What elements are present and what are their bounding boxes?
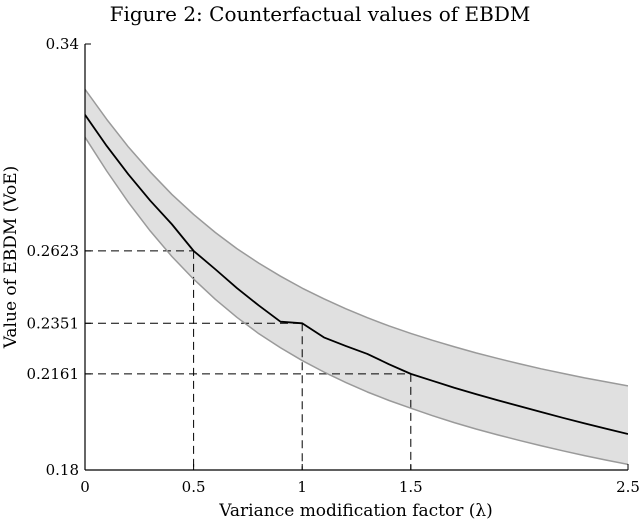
y-tick-label: 0.2161	[27, 365, 80, 383]
y-axis-label: Value of EBDM (VoE)	[1, 166, 21, 350]
estimate-line	[85, 114, 628, 435]
y-tick-label: 0.2351	[27, 314, 80, 332]
y-tick-label: 0.2623	[27, 242, 80, 260]
x-tick-label: 0.5	[182, 478, 206, 496]
axes	[84, 43, 629, 471]
x-tick-label: 2.5	[616, 478, 640, 496]
tick-labels: 0 0.5 1 1.5 2.5 0.18 0.2161 0.2351 0.2623 0.34	[27, 35, 640, 496]
y-tick-label: 0.34	[46, 35, 79, 53]
lower-bound-line	[85, 136, 628, 466]
series-lines	[85, 88, 628, 466]
band-fill	[85, 89, 628, 465]
upper-bound-line	[85, 88, 628, 387]
confidence-band	[85, 89, 628, 465]
x-tick-label: 1.5	[399, 478, 423, 496]
figure-title: Figure 2: Counterfactual values of EBDM	[109, 2, 531, 26]
x-tick-label: 0	[80, 478, 90, 496]
x-axis-label: Variance modification factor (λ)	[218, 501, 493, 521]
reference-lines	[85, 250, 412, 470]
y-tick-label: 0.18	[46, 461, 79, 479]
x-tick-label: 1	[297, 478, 307, 496]
